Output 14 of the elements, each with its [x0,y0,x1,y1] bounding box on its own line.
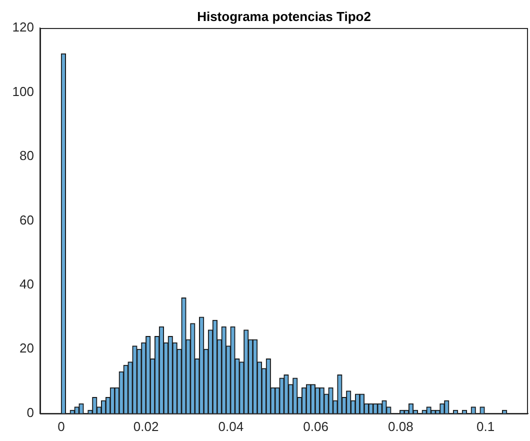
x-tick-label: 0.08 [388,418,414,434]
x-tick-label: 0.02 [133,418,159,434]
y-tick-label: 20 [20,340,34,356]
chart-title: Histograma potencias Tipo2 [197,9,371,24]
y-tick-label: 100 [12,84,34,99]
y-tick-label: 80 [20,148,34,164]
y-tick-label: 40 [20,276,34,292]
x-tick-label: 0 [58,418,65,434]
y-tick-label: 120 [12,20,34,35]
x-tick-label: 0.06 [303,418,328,434]
y-tick-label: 60 [20,212,34,228]
y-tick-label: 0 [26,404,34,420]
x-tick-label: 0.1 [476,418,495,434]
x-tick-label: 0.04 [218,418,244,434]
